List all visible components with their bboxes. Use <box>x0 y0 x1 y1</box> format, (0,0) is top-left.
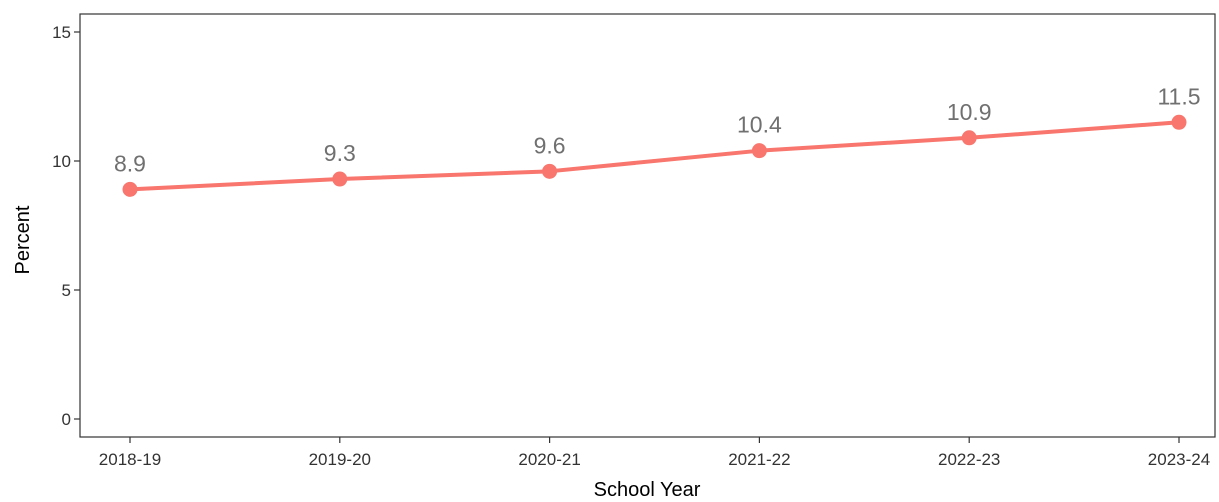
y-tick-label: 10 <box>52 152 71 171</box>
x-tick-label: 2019-20 <box>309 450 371 469</box>
y-tick-label: 15 <box>52 23 71 42</box>
data-point <box>122 181 138 197</box>
data-point <box>961 130 977 146</box>
y-axis-ticks: 0 5 10 15 <box>52 23 80 429</box>
data-point <box>1171 114 1187 130</box>
x-tick-label: 2020-21 <box>518 450 580 469</box>
data-label: 11.5 <box>1157 83 1200 109</box>
data-point <box>751 143 767 159</box>
series-layer <box>122 114 1187 197</box>
data-label: 8.9 <box>114 150 146 176</box>
data-point <box>542 163 558 179</box>
x-tick-label: 2023-24 <box>1148 450 1210 469</box>
x-axis-ticks: 2018-19 2019-20 2020-21 2021-22 2022-23 2023-… <box>99 437 1210 469</box>
y-axis-title: Percent <box>12 205 34 274</box>
x-tick-label: 2018-19 <box>99 450 161 469</box>
y-tick-label: 5 <box>62 281 71 300</box>
data-label: 9.6 <box>534 132 566 158</box>
data-point <box>332 171 348 187</box>
x-tick-label: 2022-23 <box>938 450 1000 469</box>
plot-panel-border <box>79 13 1216 438</box>
x-tick-label: 2021-22 <box>728 450 790 469</box>
data-labels-layer: 8.9 9.3 9.6 10.4 10.9 11.5 <box>114 83 1201 176</box>
data-label: 10.9 <box>947 99 992 125</box>
series-line <box>128 120 1181 192</box>
x-axis-title: School Year <box>594 479 701 501</box>
y-tick-label: 0 <box>62 410 71 429</box>
data-label: 10.4 <box>737 112 782 138</box>
data-label: 9.3 <box>324 140 356 166</box>
